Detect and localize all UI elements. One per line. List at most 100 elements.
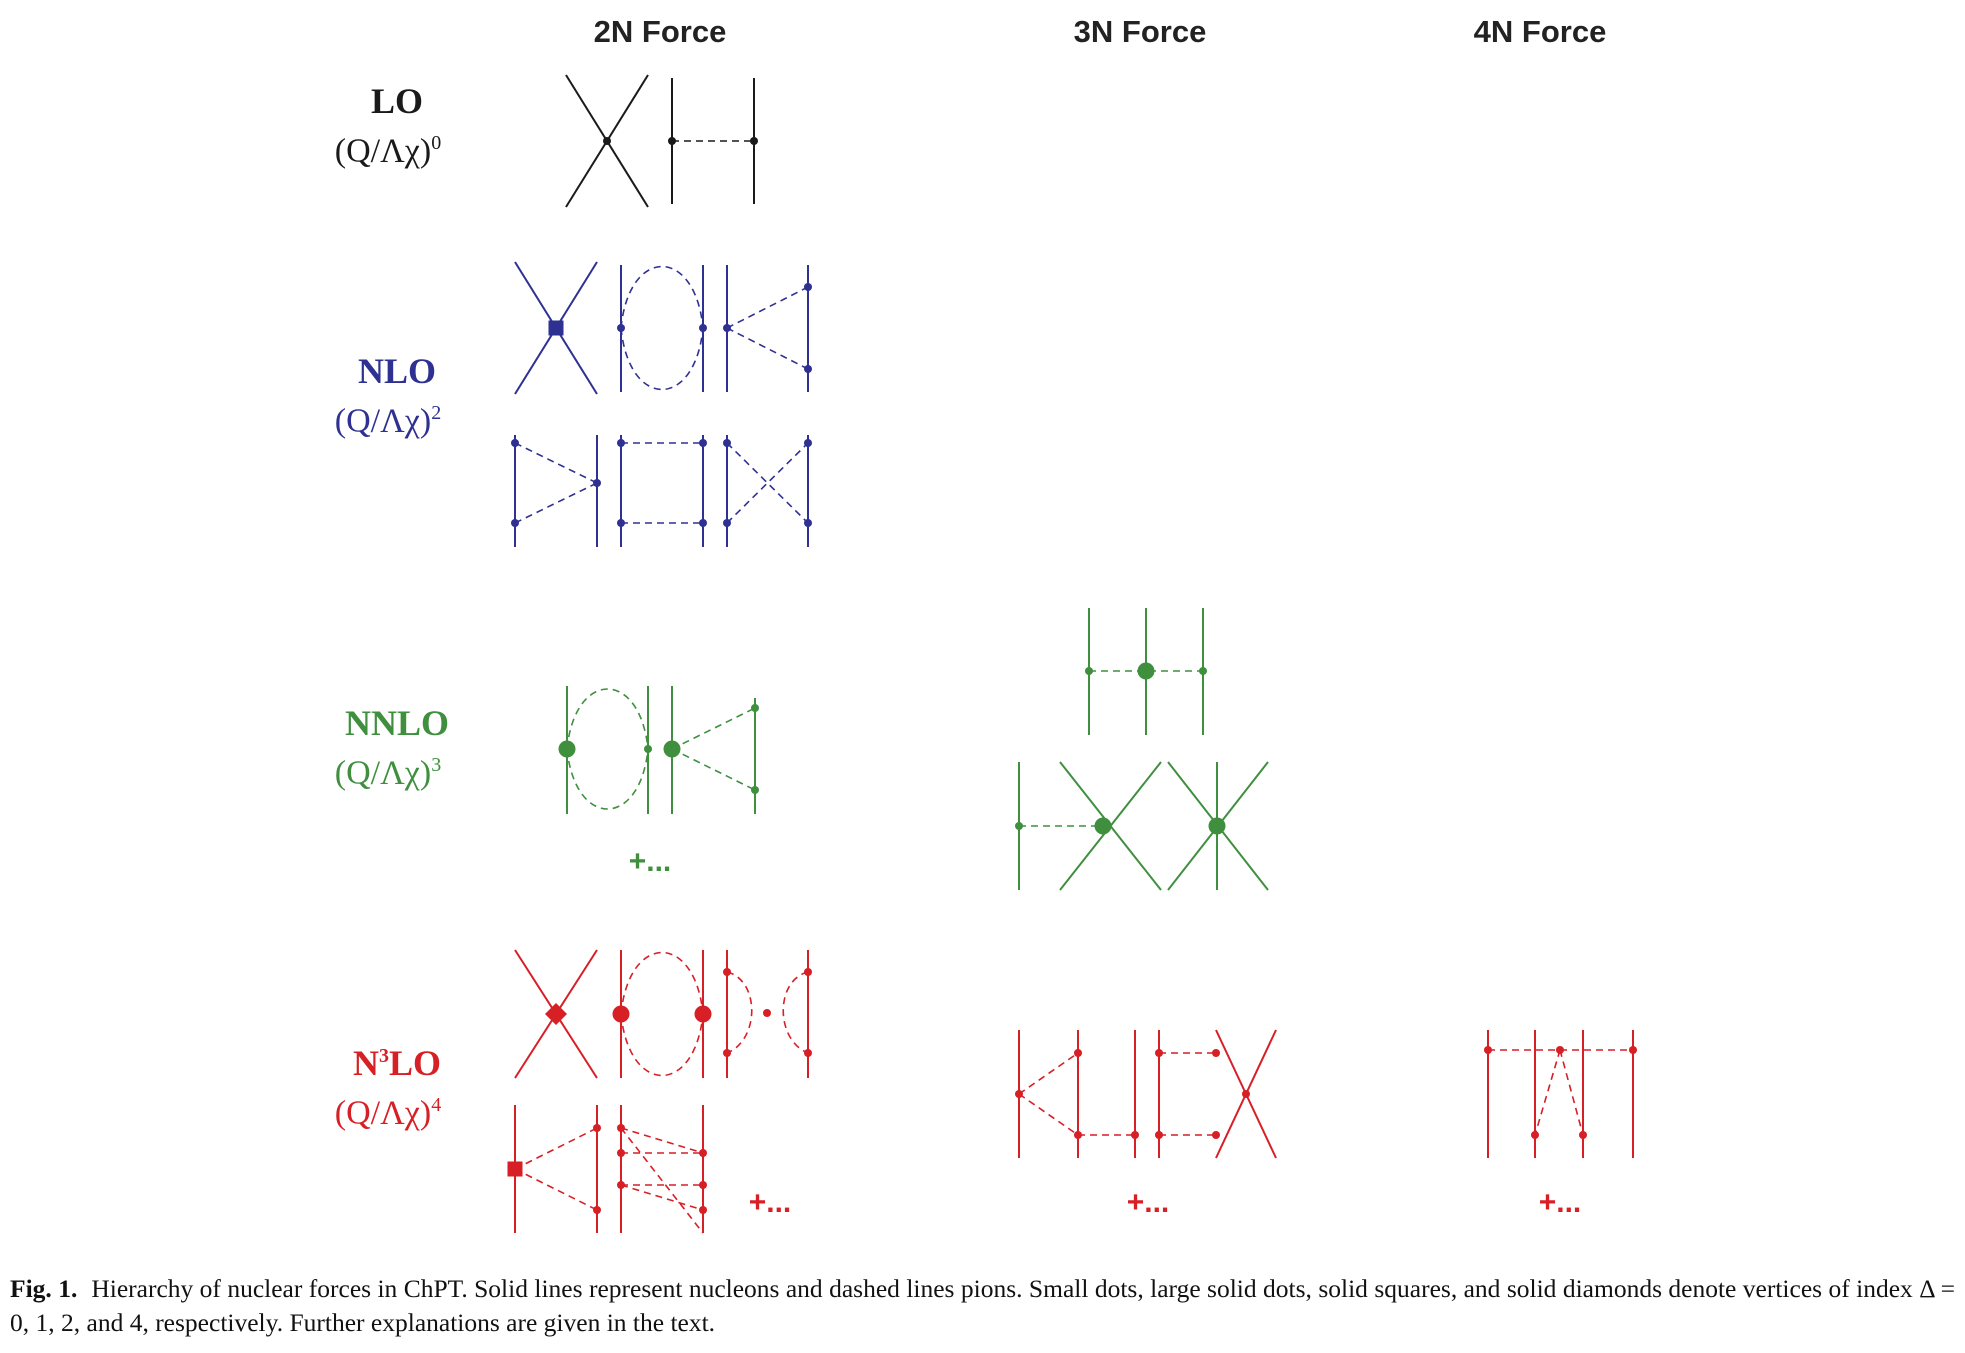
pion-line [1018, 1093, 1079, 1136]
vertex-small-dot [723, 439, 731, 447]
vertex-small-dot [1242, 1090, 1250, 1098]
pion-loop [782, 971, 809, 1054]
expansion-power-nlo: (Q/Λχ)2 [334, 402, 442, 440]
pion-loop [566, 748, 649, 810]
vertex-small-dot [1212, 1049, 1220, 1057]
pion-line [514, 1168, 598, 1211]
vertex-small-dot [1074, 1131, 1082, 1139]
vertex-large-dot [612, 1005, 630, 1023]
vertex-small-dot [804, 439, 812, 447]
vertex-small-dot [804, 1049, 812, 1057]
more-diagrams-n3lo-4n: +... [1538, 1186, 1582, 1219]
more-diagrams-nnlo-2n: +... [628, 845, 672, 878]
pion-line [620, 1127, 704, 1154]
vertex-large-dot [558, 740, 576, 758]
vertex-small-dot [699, 1149, 707, 1157]
vertex-small-dot [1556, 1046, 1564, 1054]
pion-loop [620, 951, 704, 1015]
vertex-small-dot [593, 479, 601, 487]
vertex-small-dot [751, 786, 759, 794]
vertex-small-dot [644, 745, 652, 753]
vertex-small-dot [617, 1149, 625, 1157]
vertex-small-dot [699, 439, 707, 447]
vertex-square [507, 1161, 523, 1177]
pion-line [1534, 1049, 1561, 1136]
vertex-small-dot [1015, 822, 1023, 830]
vertex-small-dot [1085, 667, 1093, 675]
vertex-small-dot [668, 137, 676, 145]
vertex-large-dot [1208, 817, 1226, 835]
pion-line [514, 442, 598, 484]
vertex-small-dot [617, 324, 625, 332]
order-label-nnlo: NNLO [344, 703, 450, 743]
order-label-nlo: NLO [357, 351, 437, 391]
order-label-n3lo: N3LO [352, 1043, 442, 1083]
vertex-small-dot [1155, 1049, 1163, 1057]
column-header-3n: 3N Force [1073, 14, 1207, 49]
vertex-small-dot [699, 519, 707, 527]
vertex-small-dot [804, 365, 812, 373]
vertex-small-dot [617, 519, 625, 527]
caption-label: Fig. 1. [10, 1274, 78, 1303]
vertex-small-dot [1131, 1131, 1139, 1139]
vertex-small-dot [804, 283, 812, 291]
vertex-small-dot [1155, 1131, 1163, 1139]
expansion-power-nnlo: (Q/Λχ)3 [334, 754, 442, 792]
vertex-large-dot [1137, 662, 1155, 680]
caption-text: Hierarchy of nuclear forces in ChPT. Sol… [10, 1274, 1955, 1337]
more-diagrams-n3lo-2n: +... [748, 1186, 792, 1219]
vertex-large-dot [694, 1005, 712, 1023]
vertex-small-dot [804, 968, 812, 976]
vertex-small-dot [699, 324, 707, 332]
pion-line [726, 327, 809, 370]
vertex-small-dot [1629, 1046, 1637, 1054]
pion-line [726, 286, 809, 329]
vertex-small-dot [723, 324, 731, 332]
more-diagrams-n3lo-3n: +... [1126, 1186, 1170, 1219]
vertex-small-dot [593, 1124, 601, 1132]
vertex-small-dot [723, 968, 731, 976]
pion-line [726, 442, 809, 524]
vertex-square [548, 320, 564, 336]
nnlo-diagrams [558, 608, 1269, 891]
vertex-small-dot [723, 1049, 731, 1057]
vertex-small-dot [699, 1181, 707, 1189]
column-header-2n: 2N Force [593, 14, 727, 49]
vertex-small-dot [593, 1206, 601, 1214]
vertex-small-dot [511, 439, 519, 447]
vertex-small-dot [763, 1009, 771, 1017]
vertex-small-dot [1199, 667, 1207, 675]
order-label-lo: LO [370, 81, 424, 121]
vertex-small-dot [750, 137, 758, 145]
n3lo-diagrams [507, 949, 1637, 1234]
pion-loop [566, 688, 649, 750]
pion-line [671, 748, 756, 791]
pion-line [671, 707, 756, 750]
vertex-small-dot [723, 519, 731, 527]
pion-line [514, 1127, 598, 1170]
vertex-small-dot [617, 1181, 625, 1189]
vertex-small-dot [1212, 1131, 1220, 1139]
vertex-small-dot [1015, 1090, 1023, 1098]
vertex-small-dot [751, 704, 759, 712]
vertex-large-dot [663, 740, 681, 758]
pion-loop [726, 971, 753, 1054]
vertex-large-dot [1094, 817, 1112, 835]
vertex-small-dot [699, 1206, 707, 1214]
column-header-4n: 4N Force [1473, 14, 1607, 49]
pion-loop [620, 265, 704, 329]
vertex-diamond [545, 1003, 567, 1025]
pion-line [1559, 1049, 1584, 1136]
vertex-small-dot [1074, 1049, 1082, 1057]
vertex-small-dot [1579, 1131, 1587, 1139]
vertex-small-dot [1484, 1046, 1492, 1054]
vertex-small-dot [617, 1124, 625, 1132]
vertex-small-dot [617, 439, 625, 447]
lo-diagrams [565, 74, 758, 208]
pion-line [620, 1127, 704, 1234]
vertex-small-dot [1531, 1131, 1539, 1139]
vertex-small-dot [603, 137, 611, 145]
vertex-small-dot [511, 519, 519, 527]
nlo-diagrams [511, 261, 812, 547]
